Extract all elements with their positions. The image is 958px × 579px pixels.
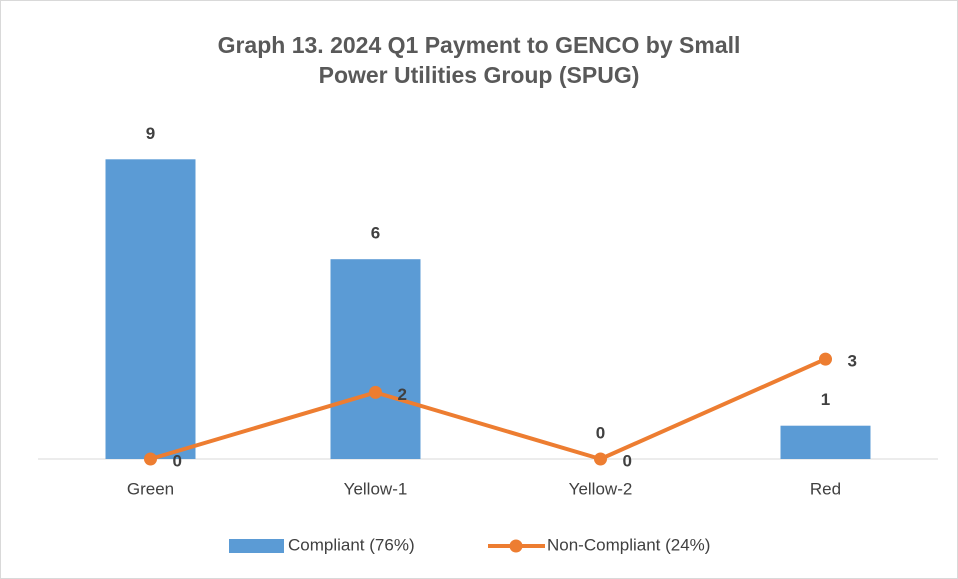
data-label: 2 <box>398 385 407 404</box>
bar <box>780 425 871 459</box>
chart-title: Graph 13. 2024 Q1 Payment to GENCO by Sm… <box>217 32 741 88</box>
line-marker <box>594 452 607 466</box>
line <box>149 357 827 461</box>
data-label: 0 <box>173 451 182 470</box>
x-tick-label: Yellow-2 <box>569 479 633 498</box>
legend-label: Compliant (76%) <box>288 535 415 554</box>
line-marker <box>819 352 832 366</box>
x-tick-label: Green <box>127 479 174 498</box>
data-label: 6 <box>371 224 380 243</box>
data-label: 0 <box>596 423 605 442</box>
x-tick-label: Red <box>810 479 841 498</box>
line-marker <box>144 452 157 466</box>
legend-label: Non-Compliant (24%) <box>547 535 710 554</box>
line-marker <box>369 385 382 399</box>
bar <box>330 259 421 459</box>
data-label: 0 <box>623 451 632 470</box>
data-label: 1 <box>821 390 830 409</box>
data-label: 3 <box>848 352 857 371</box>
x-tick-label: Yellow-1 <box>344 479 408 498</box>
data-label: 9 <box>146 124 155 143</box>
legend-marker <box>509 539 523 553</box>
bar <box>105 159 196 460</box>
legend-swatch <box>229 539 284 553</box>
